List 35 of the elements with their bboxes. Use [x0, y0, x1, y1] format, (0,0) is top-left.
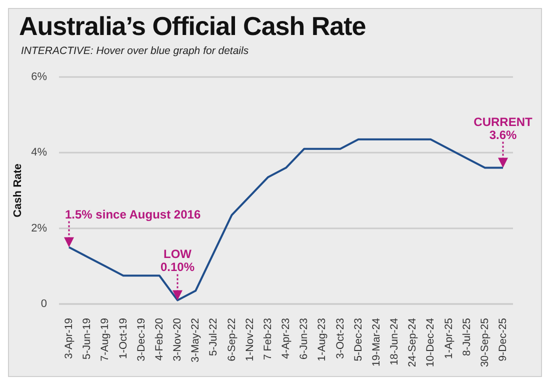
x-tick-label: 1-Aug-23	[316, 318, 328, 362]
x-tick-label: 3-Oct-23	[334, 318, 346, 359]
x-tick-label: 1-Nov-22	[244, 318, 256, 362]
x-tick-label: 10-Dec-24	[424, 318, 437, 368]
y-tick-label: 0	[40, 298, 47, 310]
x-tick-label: 1-Oct-19	[117, 318, 130, 359]
x-tick-label: 4-Feb-20	[153, 318, 166, 361]
x-tick-label: 30-Sep-25	[478, 318, 491, 368]
x-tick-label: 8-Jul-25	[460, 318, 473, 356]
y-tick-label: 4%	[31, 146, 48, 159]
x-tick-label: 18-Jun-24	[388, 318, 400, 366]
annotation: LOW 0.10%	[160, 247, 195, 274]
x-tick-label: 5-Dec-23	[352, 318, 364, 362]
annotation: CURRENT 3.6%	[474, 114, 533, 142]
x-tick-label: 6-Jun-23	[298, 318, 310, 360]
y-tick-label: 6%	[31, 71, 48, 83]
x-tick-label: 6-Sep-22	[226, 318, 238, 362]
x-tick-label: 3-Apr-19	[63, 318, 75, 359]
annotation: 1.5% since August 2016	[65, 207, 201, 222]
chart-subtitle: INTERACTIVE: Hover over blue graph for details	[21, 45, 249, 57]
x-tick-label: 24-Sep-24	[406, 318, 419, 368]
chart-title: Australia’s Official Cash Rate	[19, 11, 366, 42]
x-tick-label: 4-Apr-23	[280, 318, 292, 359]
x-tick-label: 7 Feb-23	[262, 318, 274, 360]
y-axis-title: Cash Rate	[12, 164, 24, 218]
x-tick-label: 5-Jul-22	[208, 318, 220, 356]
x-tick-label: 5-Jun-19	[81, 318, 94, 360]
x-tick-label: 3-May-22	[190, 318, 202, 362]
x-tick-label: 9-Dec-25	[497, 318, 509, 362]
x-tick-label: 19-Mar-24	[370, 318, 382, 366]
x-tick-label: 3-Dec-19	[135, 318, 148, 362]
x-tick-label: 7-Aug-19	[99, 318, 112, 362]
x-tick-label: 1-Apr-25	[442, 318, 455, 359]
x-tick-label: 3-Nov-20	[172, 318, 184, 362]
y-tick-label: 2%	[31, 222, 48, 234]
